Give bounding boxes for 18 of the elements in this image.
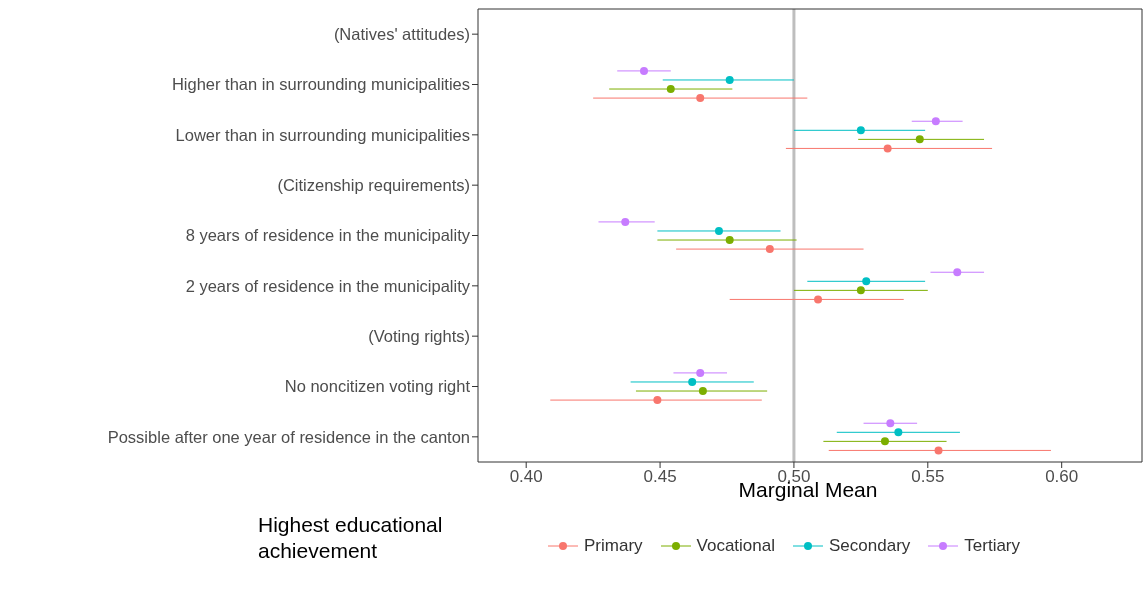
legend-title: Highest educational achievement	[258, 512, 444, 564]
x-tick-label: 0.45	[643, 467, 677, 487]
y-tick-label: Lower than in surrounding municipalities	[175, 125, 470, 144]
y-tick-label: (Natives' attitudes)	[333, 25, 470, 44]
y-tick-label: 2 years of residence in the municipality	[185, 276, 471, 295]
x-tick-label: 0.60	[1045, 467, 1079, 487]
legend-label: Tertiary	[964, 536, 1021, 556]
y-tick-label: Possible after one year of residence in the canton	[107, 427, 470, 446]
y-tick-label: 8 years of residence in the municipality	[185, 226, 471, 245]
legend-label: Primary	[584, 536, 643, 556]
x-tick-label: 0.40	[509, 467, 543, 487]
x-tick-label: 0.55	[911, 467, 945, 487]
y-tick-label: (Voting rights)	[368, 327, 470, 346]
y-tick-label: (Citizenship requirements)	[277, 176, 470, 195]
y-tick-label: Higher than in surrounding municipalities	[171, 75, 470, 94]
y-tick-label: No noncitizen voting right	[284, 377, 471, 396]
legend-label: Secondary	[829, 536, 911, 556]
legend-label: Vocational	[696, 536, 776, 556]
